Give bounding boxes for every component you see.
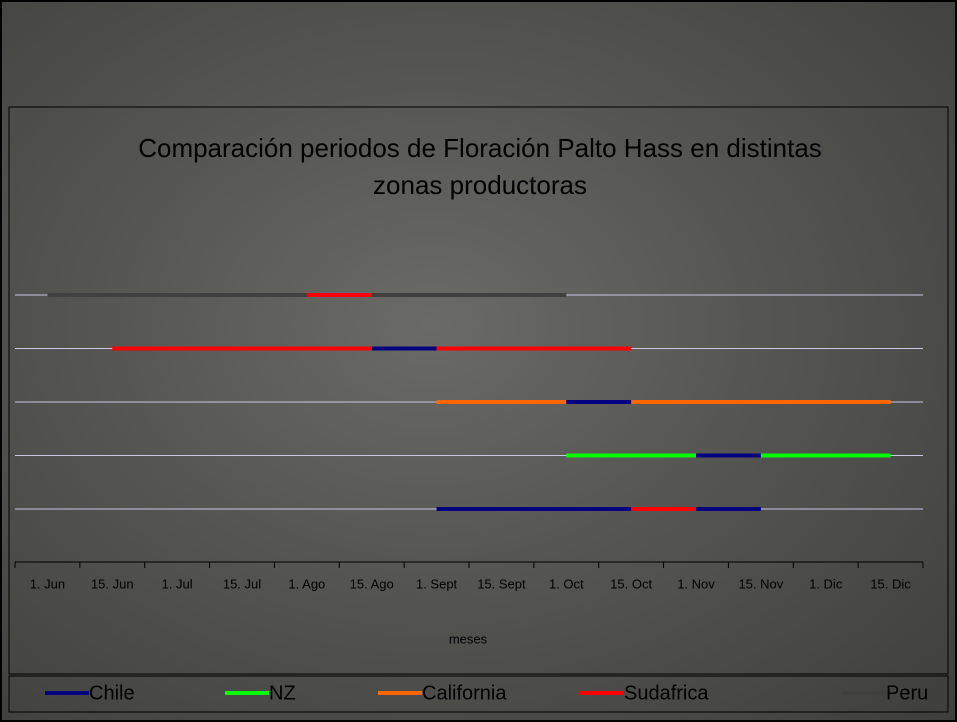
x-tick-label: 1. Jul — [162, 576, 193, 591]
legend-label: Chile — [89, 682, 135, 704]
x-tick-label: 1. Dic — [809, 576, 843, 591]
x-tick-label: 1. Jun — [30, 576, 65, 591]
x-tick-label: 15. Sept — [477, 576, 526, 591]
x-tick-label: 15. Oct — [610, 576, 652, 591]
x-tick-label: 1. Ago — [288, 576, 325, 591]
legend-label: Peru — [886, 682, 928, 704]
x-tick-label: 15. Jul — [223, 576, 261, 591]
x-tick-label: 1. Oct — [549, 576, 584, 591]
legend-label: NZ — [269, 682, 296, 704]
chart-title: Comparación periodos de Floración Palto … — [130, 130, 830, 204]
x-tick-label: 15. Ago — [350, 576, 394, 591]
x-tick-label: 15. Jun — [91, 576, 134, 591]
legend-label: Sudafrica — [624, 682, 709, 704]
outer-frame — [1, 1, 956, 721]
chart: meses 1. Jun 15. Jun 1. Jul 15. Jul 1. Ago 15… — [0, 0, 957, 722]
x-tick-label: 1. Nov — [677, 576, 715, 591]
x-tick-label: 1. Sept — [416, 576, 458, 591]
page: meses 1. Jun 15. Jun 1. Jul 15. Jul 1. Ago 15… — [0, 0, 957, 722]
legend-label: California — [422, 682, 507, 704]
x-tick-label: 15. Nov — [738, 576, 783, 591]
x-axis-title: meses — [449, 631, 488, 646]
x-tick-label: 15. Dic — [870, 576, 911, 591]
